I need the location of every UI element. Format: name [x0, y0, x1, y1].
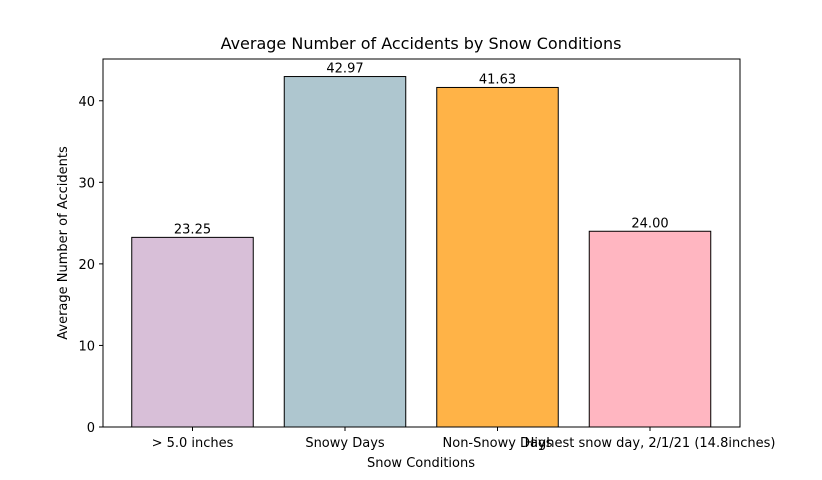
x-axis-label: Snow Conditions: [367, 456, 475, 471]
y-tick-label: 40: [78, 95, 95, 110]
x-tick-label: Snowy Days: [305, 436, 385, 451]
bar: [588, 230, 712, 428]
y-tick-label: 10: [78, 339, 95, 354]
value-labels-group: 23.25 42.97 41.63 24.00: [174, 62, 669, 238]
y-axis: 0 10 20 30 40: [78, 95, 103, 436]
y-tick-label: 0: [87, 421, 95, 436]
chart-title: Average Number of Accidents by Snow Cond…: [221, 34, 622, 53]
bar-value-label: 41.63: [479, 72, 516, 87]
x-tick-label: Highest snow day, 2/1/21 (14.8inches): [525, 436, 776, 451]
x-tick-label: Non-Snowy Days: [443, 436, 553, 451]
bar-value-label: 42.97: [326, 62, 363, 77]
bars-group: [131, 76, 712, 428]
bar-value-label: 24.00: [631, 216, 668, 231]
y-tick-label: 30: [78, 176, 95, 191]
bar: [283, 76, 407, 428]
y-tick-label: 20: [78, 258, 95, 273]
x-tick-label: > 5.0 inches: [152, 436, 234, 451]
y-axis-label: Average Number of Accidents: [56, 146, 71, 340]
bar-value-label: 23.25: [174, 222, 211, 237]
bar: [436, 86, 559, 428]
plot-frame: [102, 58, 741, 428]
bar: [131, 236, 254, 428]
x-axis: > 5.0 inches Snowy Days Non-Snowy DaysHigh…: [152, 427, 776, 451]
